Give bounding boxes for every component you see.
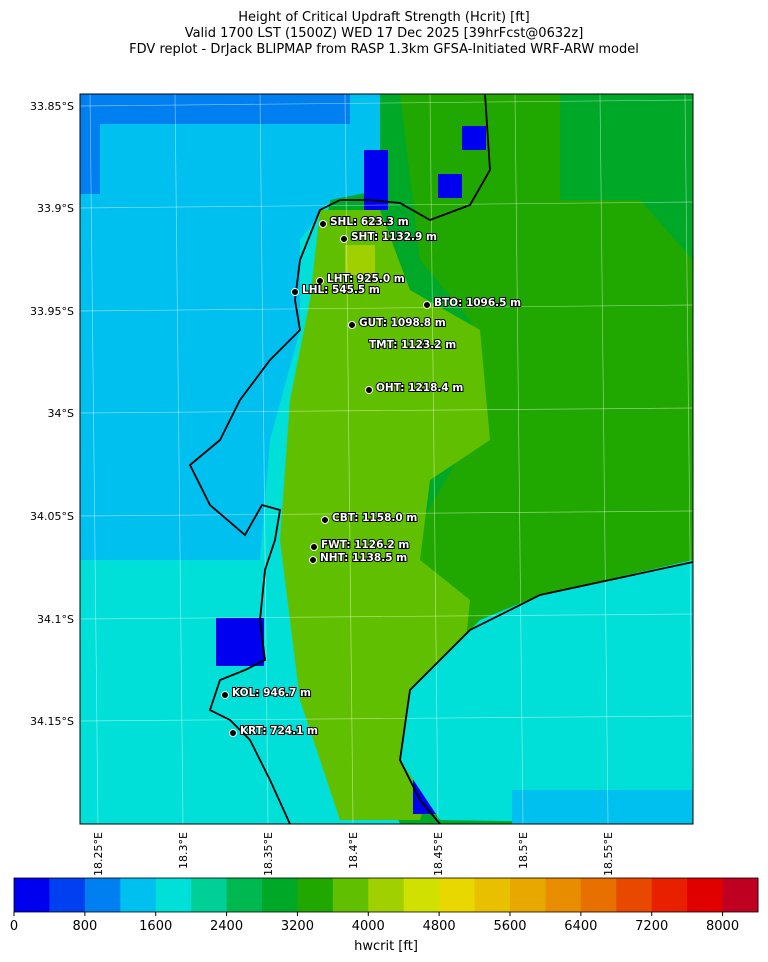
colorbar-tick-label: 0 — [10, 919, 18, 934]
colorbar-tick-label: 1600 — [139, 919, 172, 934]
lat-labels: 33.85°S 33.9°S 33.95°S 34°S 34.05°S 34.1°S 34.… — [30, 100, 74, 728]
colorbar-cell — [332, 878, 369, 912]
colorbar-cell — [616, 878, 653, 912]
lat-label: 33.9°S — [37, 202, 74, 215]
colorbar-tick-label: 5600 — [493, 919, 526, 934]
colorbar-cell — [14, 878, 50, 912]
station-dot — [310, 543, 318, 551]
lon-label: 18.35°E — [262, 832, 275, 876]
station-dot — [291, 288, 299, 296]
colorbar-cell — [120, 878, 157, 912]
station-dot — [309, 556, 317, 564]
colorbar-tick-label: 800 — [72, 919, 97, 934]
station-label: KOL: 946.7 m — [232, 687, 311, 699]
station-dot — [423, 301, 431, 309]
colorbar-cell — [545, 878, 582, 912]
lon-label: 18.5°E — [517, 832, 530, 869]
colorbar-tick-label: 4800 — [423, 919, 456, 934]
colorbar-tick-label: 7200 — [635, 919, 668, 934]
lon-labels: 18.25°E 18.3°E 18.35°E 18.4°E 18.45°E 18.5°E 1… — [92, 832, 615, 876]
colorbar-label: hwcrit [ft] — [354, 939, 418, 954]
station-dot — [365, 386, 373, 394]
lon-label: 18.3°E — [177, 832, 190, 869]
station-dot — [221, 691, 229, 699]
station-label: NHT: 1138.5 m — [320, 552, 407, 564]
station-dot — [348, 321, 356, 329]
colorbar-cell — [651, 878, 688, 912]
colorbar-cell — [262, 878, 298, 912]
coastline — [188, 93, 694, 825]
station-label: GUT: 1098.8 m — [359, 317, 446, 329]
colorbar-cell — [722, 878, 759, 912]
lon-label: 18.45°E — [432, 832, 445, 876]
lat-label: 34.1°S — [37, 613, 74, 626]
colorbar-tick-label: 6400 — [564, 919, 597, 934]
title-line: Height of Critical Updraft Strength (Hcr… — [238, 10, 529, 25]
lat-label: 33.85°S — [30, 100, 74, 113]
station-dot — [321, 516, 329, 524]
lat-label: 34°S — [48, 407, 74, 420]
colorbar-tick-label: 8000 — [706, 919, 739, 934]
station-label: LHT: 925.0 m — [327, 273, 405, 285]
colorbar-cell — [403, 878, 440, 912]
colorbar-cell — [191, 878, 228, 912]
colorbar-cell — [510, 878, 546, 912]
station-dot — [340, 235, 348, 243]
colorbar-cell — [368, 878, 405, 912]
colorbar-cell — [474, 878, 511, 912]
colorbar-cell — [226, 878, 263, 912]
lat-label: 34.05°S — [30, 510, 74, 523]
station-dot — [319, 220, 327, 228]
station-label: OHT: 1218.4 m — [376, 382, 463, 394]
station-dot — [316, 277, 324, 285]
colorbar-tick-label: 2400 — [210, 919, 243, 934]
colorbar-frame — [13, 877, 759, 913]
colorbar-cell — [155, 878, 192, 912]
station-label: SHT: 1132.9 m — [351, 231, 437, 243]
title-line: Valid 1700 LST (1500Z) WED 17 Dec 2025 [… — [185, 26, 584, 41]
lon-label: 18.4°E — [347, 832, 360, 869]
colorbar-tick-label: 3200 — [281, 919, 314, 934]
map-frame — [79, 93, 694, 825]
station-label: TMT: 1123.2 m — [369, 339, 456, 351]
lon-label: 18.25°E — [92, 832, 105, 876]
station-label: CBT: 1158.0 m — [332, 512, 417, 524]
station-label: FWT: 1126.2 m — [321, 539, 409, 551]
colorbar-cell — [49, 878, 86, 912]
station-label: KRT: 724.1 m — [240, 725, 318, 737]
lat-label: 34.15°S — [30, 715, 74, 728]
colorbar-cell — [84, 878, 121, 912]
station-label: BTO: 1096.5 m — [434, 297, 521, 309]
grid — [79, 93, 694, 825]
lon-label: 18.55°E — [602, 832, 615, 876]
colorbar-tick-label: 4000 — [352, 919, 385, 934]
lat-label: 33.95°S — [30, 305, 74, 318]
station-dot — [229, 729, 237, 737]
stations: SHL: 623.3 m SHT: 1132.9 m LHT: 925.0 mLHL… — [221, 215, 522, 738]
station-label: LHL: 545.5 m — [302, 284, 380, 296]
title-line: FDV replot - DrJack BLIPMAP from RASP 1.… — [129, 42, 639, 57]
colorbar-cell — [297, 878, 334, 912]
map-field — [80, 94, 693, 824]
station-label: SHL: 623.3 m — [330, 216, 409, 228]
colorbar: 0 800 1600 2400 3200 4000 4800 5600 6400 7200 8000 — [10, 877, 759, 934]
colorbar-cell — [687, 878, 724, 912]
colorbar-cell — [580, 878, 617, 912]
colorbar-cell — [439, 878, 476, 912]
